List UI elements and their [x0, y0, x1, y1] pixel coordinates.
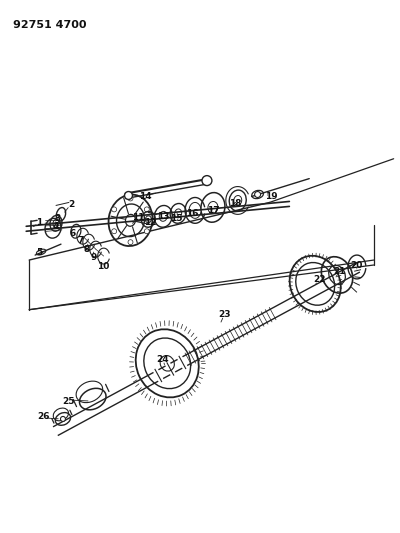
Text: 21: 21	[333, 268, 345, 277]
Circle shape	[128, 240, 133, 245]
Circle shape	[144, 207, 149, 212]
Text: 17: 17	[206, 206, 219, 215]
Text: 6: 6	[70, 229, 76, 238]
Text: 13: 13	[157, 212, 170, 221]
Text: 15: 15	[170, 214, 182, 223]
Text: 8: 8	[84, 245, 90, 254]
Text: 2: 2	[68, 200, 74, 209]
Circle shape	[112, 229, 117, 234]
Text: 12: 12	[144, 218, 156, 227]
Circle shape	[255, 191, 260, 198]
Text: 5: 5	[36, 248, 42, 256]
Text: 26: 26	[37, 413, 49, 422]
Text: 20: 20	[351, 261, 363, 270]
Circle shape	[202, 176, 212, 185]
Text: 10: 10	[98, 262, 110, 271]
Text: 23: 23	[218, 310, 231, 319]
Text: 18: 18	[230, 199, 242, 208]
Text: 92751 4700: 92751 4700	[13, 20, 87, 30]
Circle shape	[112, 207, 117, 212]
Circle shape	[144, 229, 149, 234]
Circle shape	[124, 191, 132, 199]
Text: 19: 19	[265, 192, 278, 201]
Text: 14: 14	[139, 192, 152, 201]
Text: 1: 1	[36, 218, 42, 227]
Circle shape	[60, 416, 66, 422]
Text: 7: 7	[78, 236, 84, 245]
Text: 4: 4	[53, 222, 59, 231]
Text: 24: 24	[156, 355, 168, 364]
Text: 22: 22	[313, 276, 326, 285]
Text: 3: 3	[55, 214, 61, 223]
Text: 16: 16	[186, 209, 198, 218]
Circle shape	[128, 196, 133, 201]
Text: 9: 9	[90, 253, 97, 262]
Text: 25: 25	[63, 397, 75, 406]
Text: 11: 11	[132, 213, 145, 222]
